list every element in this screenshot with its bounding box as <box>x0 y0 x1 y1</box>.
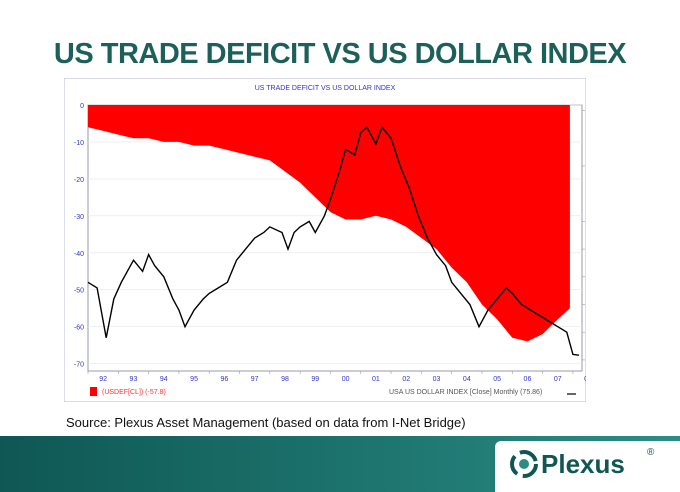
left-tick-label: 0 <box>80 103 84 110</box>
x-tick-label: 95 <box>190 376 198 383</box>
x-tick-label: 06 <box>524 376 532 383</box>
deficit-area <box>88 105 570 342</box>
legend-dollar: USA US DOLLAR INDEX [Close] Monthly (75.… <box>389 389 542 396</box>
left-tick-label: -70 <box>74 362 84 369</box>
slide-title: US TRADE DEFICIT VS US DOLLAR INDEX <box>53 38 627 70</box>
chart: US TRADE DEFICIT VS US DOLLAR INDEX 0 -10… <box>64 78 586 402</box>
x-tick-label: 00 <box>342 376 350 383</box>
x-tick-label: 93 <box>130 376 138 383</box>
legend-swatch-deficit <box>90 387 97 396</box>
x-tick-label: 02 <box>402 376 410 383</box>
x-tick-label: 99 <box>311 376 319 383</box>
x-tick-label: 96 <box>220 376 228 383</box>
x-axis: 92 93 94 95 96 97 98 99 00 01 02 03 04 05 06 07 08 <box>87 371 586 383</box>
chart-title: US TRADE DEFICIT VS US DOLLAR INDEX <box>255 85 396 92</box>
plexus-swirl-icon <box>510 450 538 478</box>
x-tick-label: 97 <box>251 376 259 383</box>
x-tick-label: 07 <box>554 376 562 383</box>
left-tick-label: -40 <box>74 251 84 258</box>
x-tick-label: 92 <box>99 376 107 383</box>
left-tick-label: -50 <box>74 288 84 295</box>
legend-deficit: (USDEF[CL]) (-57.8) <box>102 389 166 396</box>
x-tick-label: 03 <box>433 376 441 383</box>
x-tick-label: 05 <box>493 376 501 383</box>
left-axis: 0 -10 -20 -30 -40 -50 -60 -70 <box>74 103 84 369</box>
x-tick-label: 04 <box>463 376 471 383</box>
left-tick-label: -10 <box>74 140 84 147</box>
x-tick-label: 98 <box>281 376 289 383</box>
x-tick-label: 08 <box>584 376 586 383</box>
source-note: Source: Plexus Asset Management (based o… <box>66 415 466 430</box>
dollar-line <box>87 125 580 356</box>
left-tick-label: -30 <box>74 214 84 221</box>
x-tick-label: 01 <box>372 376 380 383</box>
right-axis: 1201101009590858075 <box>582 110 585 361</box>
x-tick-label: 94 <box>160 376 168 383</box>
logo-registered-mark: ® <box>647 447 655 458</box>
left-tick-label: -60 <box>74 325 84 332</box>
logo: Plexus ® <box>495 441 680 492</box>
logo-text: Plexus <box>541 449 625 479</box>
left-tick-label: -20 <box>74 177 84 184</box>
